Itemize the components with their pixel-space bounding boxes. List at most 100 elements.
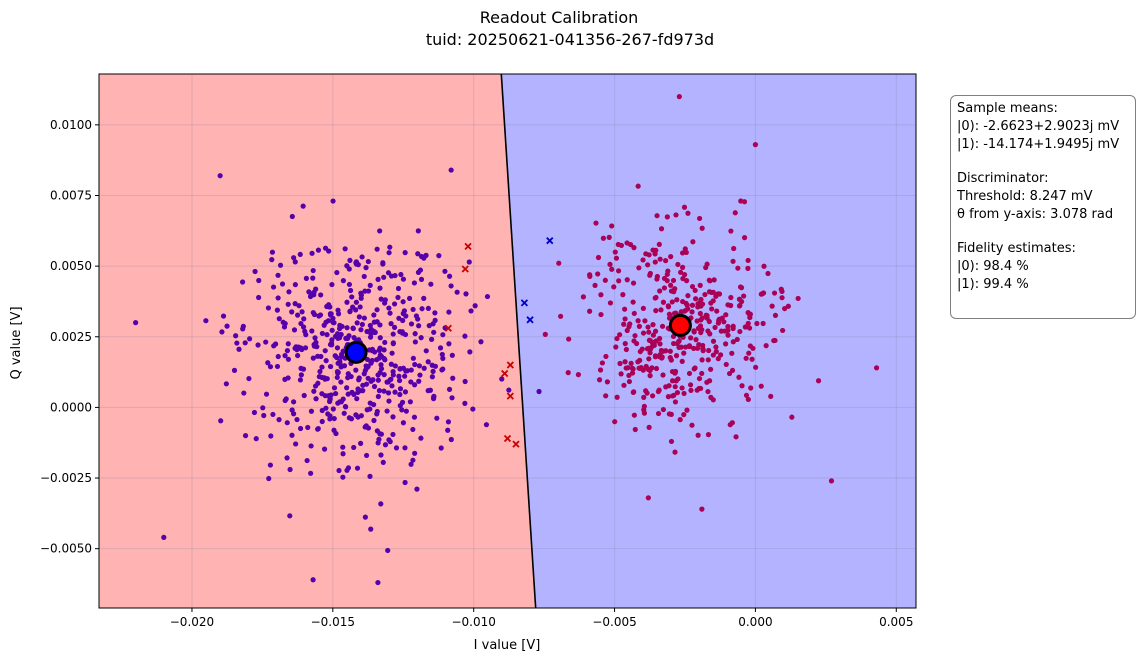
shot-state1-point — [389, 350, 395, 356]
shot-state0-point — [739, 383, 745, 389]
x-tick-label: −0.010 — [451, 615, 495, 629]
shot-state0-point — [873, 365, 880, 371]
shot-state1-point — [374, 307, 380, 313]
shot-state0-point — [647, 367, 653, 374]
shot-state1-point — [360, 388, 366, 394]
shot-state0-point — [598, 292, 604, 298]
shot-state1-point — [344, 299, 350, 305]
shot-state1-point — [418, 435, 424, 441]
shot-state1-point — [305, 424, 311, 431]
info-legend-box: Sample means: |0): -2.6623+2.9023j mV |1… — [950, 95, 1136, 319]
shot-state1-point — [251, 409, 258, 416]
shot-state0-point — [759, 291, 765, 297]
shot-state1-point — [448, 283, 454, 289]
shot-state1-point — [396, 315, 402, 321]
shot-state0-point — [647, 270, 653, 277]
shot-state1-point — [285, 301, 291, 307]
shot-state0-point — [625, 365, 631, 371]
shot-state0-point — [679, 385, 685, 391]
shot-state0-point — [674, 297, 680, 303]
shot-state1-point — [425, 305, 431, 312]
info-mean-state0: |0): -2.6623+2.9023j mV — [957, 119, 1120, 134]
shot-state0-point — [622, 359, 628, 365]
shot-state1-point — [292, 259, 298, 265]
shot-state1-point — [400, 420, 407, 426]
shot-state1-point — [412, 331, 418, 337]
shot-state0-point — [731, 245, 737, 252]
shot-state0-point — [654, 276, 660, 282]
shot-state1-point — [330, 315, 336, 321]
shot-state1-point — [247, 336, 253, 342]
shot-state0-point — [657, 256, 663, 262]
shot-state1-point — [299, 309, 305, 315]
shot-state0-point — [673, 353, 680, 359]
shot-state1-point — [431, 329, 437, 335]
shot-state0-point — [664, 271, 670, 277]
info-fidelity-state0: |0): 98.4 % — [957, 259, 1029, 274]
shot-state0-point — [626, 378, 633, 385]
shot-state1-point — [291, 399, 297, 405]
shot-state1-point — [241, 390, 247, 396]
shot-state0-point — [596, 377, 603, 383]
shot-state1-point — [484, 293, 491, 300]
shot-state0-point — [603, 353, 609, 360]
shot-state0-point — [681, 272, 688, 278]
shot-state1-point — [308, 408, 315, 414]
shot-state1-point — [310, 577, 316, 583]
shot-state0-point — [637, 357, 643, 363]
shot-state1-point — [462, 400, 468, 406]
shot-state1-point — [425, 388, 431, 394]
shot-state1-point — [363, 452, 370, 459]
shot-state0-point — [769, 303, 775, 309]
shot-state1-point — [311, 311, 318, 318]
shot-state1-point — [395, 294, 401, 301]
shot-state1-point — [415, 228, 421, 234]
shot-state0-point — [597, 367, 604, 373]
shot-state1-point — [252, 268, 258, 275]
shot-state1-point — [367, 322, 373, 329]
shot-state0-point — [718, 328, 724, 334]
shot-state1-point — [381, 372, 387, 378]
shot-state1-point — [375, 393, 381, 400]
shot-state0-point — [730, 339, 736, 345]
shot-state1-point — [282, 397, 288, 404]
misclassified-state1-marker — [503, 434, 512, 443]
shot-state0-point — [678, 309, 684, 315]
shot-state0-point — [617, 332, 623, 338]
shot-state0-point — [691, 345, 697, 351]
shot-state0-point — [565, 370, 571, 376]
shot-state1-point — [297, 377, 304, 383]
misclassified-state0-marker — [526, 316, 534, 324]
shot-state1-point — [311, 388, 317, 394]
shot-state1-point — [396, 373, 402, 379]
shot-state0-point — [650, 332, 656, 338]
shot-state1-point — [340, 451, 346, 457]
shot-state0-point — [681, 204, 688, 210]
shot-state1-point — [536, 388, 542, 395]
misclassified-state1-marker — [501, 369, 509, 378]
shot-state0-point — [726, 370, 733, 377]
shot-state0-point — [771, 290, 778, 296]
shot-state0-point — [673, 310, 679, 316]
shot-state1-point — [388, 273, 395, 279]
shot-state1-point — [309, 250, 315, 256]
shot-state0-point — [666, 311, 673, 317]
shot-state1-point — [297, 425, 304, 432]
shot-state1-point — [287, 513, 293, 519]
shot-state1-point — [322, 348, 328, 354]
shot-state0-point — [730, 325, 736, 332]
shot-state0-point — [645, 262, 651, 268]
shot-state1-point — [261, 412, 267, 419]
shot-state0-point — [715, 356, 721, 362]
shot-state1-point — [467, 349, 473, 355]
shot-state1-point — [353, 307, 359, 313]
shot-state1-point — [362, 288, 368, 294]
shot-state0-point — [708, 366, 714, 372]
shot-state0-point — [706, 289, 713, 295]
shot-state1-point — [390, 414, 396, 420]
shot-state1-point — [291, 255, 297, 261]
shot-state0-point — [743, 392, 750, 398]
shot-state1-point — [370, 377, 376, 383]
shot-state1-point — [347, 257, 353, 263]
shot-state0-point — [705, 432, 712, 438]
